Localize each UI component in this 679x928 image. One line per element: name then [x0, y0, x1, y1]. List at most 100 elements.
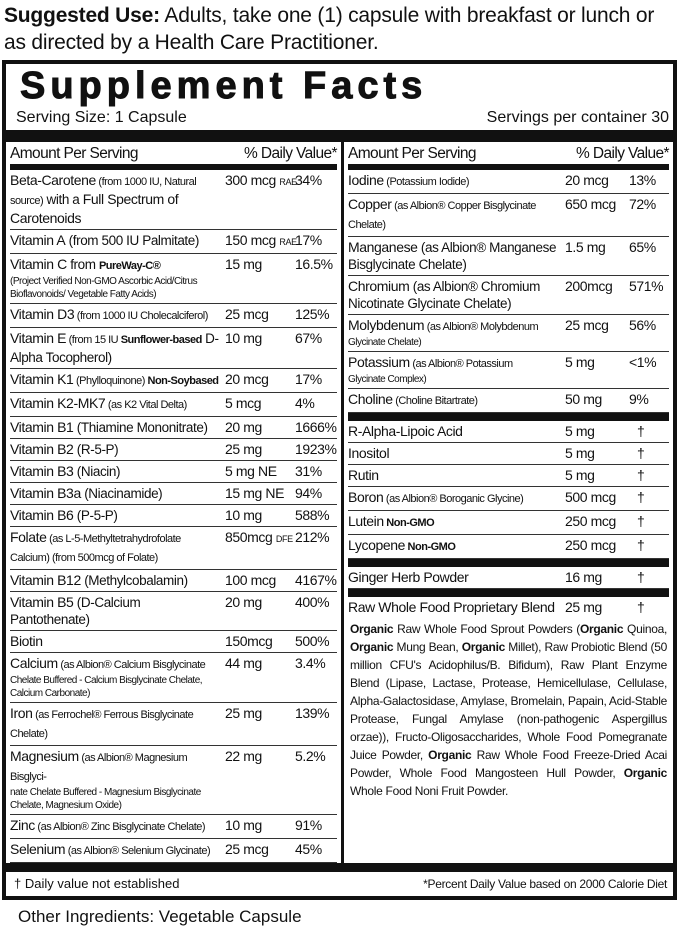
nutrient-name: Vitamin B3a (Niacinamide): [10, 485, 225, 502]
amount-value: 250 mcg: [565, 537, 616, 553]
nutrient-name: Raw Whole Food Proprietary Blend: [348, 599, 565, 616]
name-part: (as Albion® Molybdenum: [424, 321, 539, 333]
daily-value: 400%: [295, 594, 330, 610]
nutrient-name: Vitamin B12 (Methylcobalamin): [10, 572, 225, 589]
nutrient-name: Iron (as Ferrochel® Ferrous Bisglycinate…: [10, 705, 225, 743]
right-column: Amount Per Serving % Daily Value* Iodine …: [344, 142, 673, 863]
nutrient-name: Vitamin D3 (from 1000 IU Cholecalciferol…: [10, 306, 225, 325]
columns: Amount Per Serving % Daily Value* Beta-Ca…: [6, 142, 673, 863]
blend-part: Millet), Raw Probiotic Blend (50 million…: [350, 640, 667, 762]
nutrient-name: Potassium (as Albion® Potassium Glycinate…: [348, 354, 565, 386]
nutrient-name: Inositol: [348, 445, 565, 462]
daily-value: 72%: [629, 196, 656, 212]
daily-value: 3.4%: [295, 655, 326, 671]
name-part: Magnesium: [10, 748, 79, 764]
name-part: (as Albion® Potassium: [409, 358, 513, 370]
name-part: Potassium: [348, 354, 410, 370]
nutrient-row: Folate (as L-5-Methyltetrahydrofolate Ca…: [10, 527, 337, 570]
daily-value: 500%: [295, 633, 330, 649]
nutrient-row: Vitamin A (from 500 IU Palmitate) 150 mcg…: [10, 230, 337, 254]
amount-value: 25 mcg: [225, 841, 269, 857]
daily-value: †: [637, 423, 645, 439]
amount-value: 5 mg: [565, 423, 595, 439]
nutrient-row: Lutein Non-GMO 250 mcg †: [348, 511, 669, 535]
daily-value-footnote: *Percent Daily Value based on 2000 Calor…: [423, 877, 667, 891]
divider-bar: [348, 413, 669, 421]
nutrient-row: Vitamin B3 (Niacin) 5 mg NE 31%: [10, 461, 337, 483]
serving-size: Serving Size: 1 Capsule: [16, 109, 187, 126]
blend-part: Organic: [623, 766, 668, 780]
amount-value: 10 mg: [225, 817, 262, 833]
nutrient-name: Zinc (as Albion® Zinc Bisglycinate Chela…: [10, 817, 225, 836]
nutrient-row: Vitamin C from PureWay-C® (Project Verifi…: [10, 254, 337, 304]
nutrient-amount: 20 mcg: [225, 371, 295, 388]
nutrient-amount: 50 mg: [565, 391, 629, 408]
amount-header: Amount Per Serving: [10, 145, 139, 162]
nutrient-amount: 5 mg: [565, 445, 629, 462]
nutrient-amount: 25 mg: [225, 441, 295, 458]
panel-footer: † Daily value not established *Percent D…: [6, 872, 673, 896]
daily-value: 571%: [629, 278, 664, 294]
nutrient-row: Chromium (as Albion® Chromium Nicotinate…: [348, 276, 669, 315]
name-part: Vitamin B2: [10, 441, 74, 457]
name-part: Iodine: [348, 172, 384, 188]
daily-value: 588%: [295, 507, 330, 523]
divider-bar: [348, 559, 669, 567]
nutrient-name: Vitamin B6 (P-5-P): [10, 507, 225, 524]
nutrient-row: Vitamin K2-MK7 (as K2 Vital Delta) 5 mcg 4…: [10, 393, 337, 417]
nutrient-row: Magnesium (as Albion® Magnesium Bisglyci…: [10, 746, 337, 815]
divider-bar: [348, 589, 669, 597]
name-part: Lycopene: [348, 537, 405, 553]
nutrient-name: Rutin: [348, 467, 565, 484]
nutrient-name: Vitamin B3 (Niacin): [10, 463, 225, 480]
suggested-use-text: Adults, take one (1) capsule with breakf…: [4, 4, 655, 54]
blend-part: Organic: [350, 622, 394, 636]
nutrient-name: Boron (as Albion® Boroganic Glycine): [348, 489, 565, 508]
nutrient-name: Copper (as Albion® Copper Bisglycinate C…: [348, 196, 565, 234]
amount-value: 5 mcg: [225, 395, 262, 411]
amount-value: 25 mcg: [565, 317, 609, 333]
name-part: Vitamin K2-MK7: [10, 395, 106, 411]
nutrient-row: R-Alpha-Lipoic Acid 5 mg †: [348, 421, 669, 443]
nutrient-name: Beta-Carotene (from 1000 IU, Natural sou…: [10, 172, 225, 227]
blend-part: Raw Whole Food Sprout Powders (: [393, 622, 580, 636]
daily-value: 139%: [295, 705, 330, 721]
nutrient-row: Calcium (as Albion® Calcium Bisglycinate…: [10, 653, 337, 703]
nutrient-amount: 5 mcg: [225, 395, 295, 412]
daily-value: 67%: [295, 330, 322, 346]
daily-value: 56%: [629, 317, 656, 333]
daily-value: 94%: [295, 485, 322, 501]
daily-value: 91%: [295, 817, 322, 833]
name-part: PureWay-C®: [98, 260, 161, 272]
name-part: Raw Whole Food Proprietary Blend: [348, 599, 555, 615]
nutrient-name: Calcium (as Albion® Calcium Bisglycinate…: [10, 655, 225, 700]
nutrient-name: Manganese (as Albion® Manganese Bisglyci…: [348, 239, 565, 273]
nutrient-amount: 25 mcg: [225, 841, 295, 858]
nutrient-row: Vitamin B1 (Thiamine Mononitrate) 20 mg 16…: [10, 417, 337, 439]
nutrient-row: Boron (as Albion® Boroganic Glycine) 500 …: [348, 487, 669, 511]
nutrient-name: Biotin: [10, 633, 225, 650]
name-part: Molybdenum: [348, 317, 425, 333]
amount-value: 10 mg: [225, 330, 262, 346]
name-part: (P-5-P): [73, 508, 118, 523]
name-part: (from 1000 IU Cholecalciferol): [74, 310, 209, 322]
name-part: Vitamin B3a: [10, 485, 81, 501]
blend-part: Quinoa,: [623, 622, 667, 636]
daily-value: 212%: [295, 529, 330, 545]
name-part: (Phylloquinone): [73, 375, 148, 387]
amount-value: 5 mg: [565, 354, 595, 370]
name-part: Boron: [348, 489, 384, 505]
nutrient-name: R-Alpha-Lipoic Acid: [348, 423, 565, 440]
blend-part: Organic: [461, 640, 506, 654]
name-part: (Methylcobalamin): [80, 573, 188, 588]
nutrient-amount: 20 mcg: [565, 172, 629, 189]
name-part: (D-Calcium Pantothenate): [10, 595, 141, 627]
daily-value: †: [637, 489, 645, 505]
name-part: (Thiamine Mononitrate): [73, 420, 208, 435]
name-part: (as Albion® Boroganic Glycine): [383, 493, 524, 505]
blend-part: Mung Bean,: [393, 640, 462, 654]
nutrient-name: Vitamin K2-MK7 (as K2 Vital Delta): [10, 395, 225, 414]
nutrient-name: Vitamin B1 (Thiamine Mononitrate): [10, 419, 225, 436]
name-part: Vitamin B12: [10, 572, 81, 588]
amount-value: 150mcg: [225, 633, 273, 649]
